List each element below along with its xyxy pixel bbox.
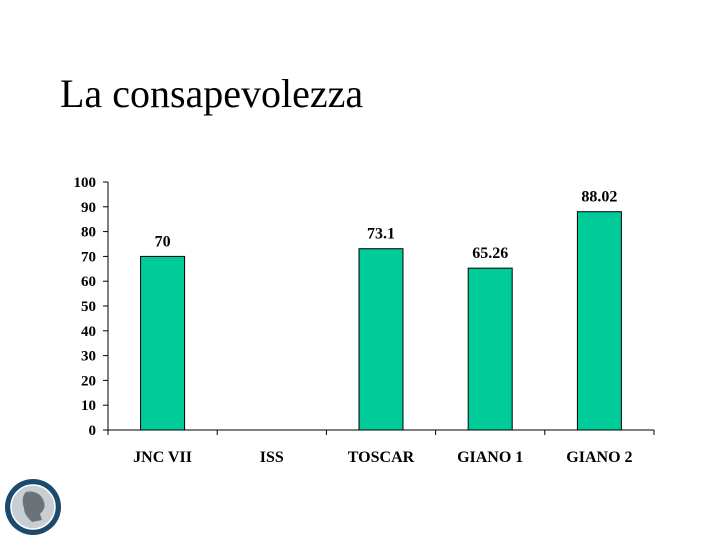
x-axis: JNC VII ISS TOSCAR GIANO 1 GIANO 2 <box>107 429 655 466</box>
y-axis: 0 10 20 30 40 50 60 70 80 90 100 <box>74 175 109 439</box>
y-tick-label: 90 <box>81 200 96 216</box>
x-category-label: ISS <box>260 449 284 466</box>
y-tick-label: 40 <box>81 324 96 340</box>
slide-title: La consapevolezza <box>60 71 364 116</box>
value-labels: 70 73.1 65.26 88.02 <box>155 189 618 262</box>
logo-profile <box>22 491 45 522</box>
data-label: 73.1 <box>367 226 395 243</box>
bars <box>140 211 622 431</box>
y-tick-label: 30 <box>81 349 96 365</box>
data-label: 70 <box>155 233 171 250</box>
data-label: 65.26 <box>472 245 508 262</box>
y-tick-label: 60 <box>81 274 96 290</box>
x-category-label: GIANO 2 <box>566 449 632 466</box>
x-category-label: GIANO 1 <box>457 449 523 466</box>
y-tick-label: 50 <box>81 299 96 315</box>
y-tick-label: 70 <box>81 249 96 265</box>
y-tick-label: 80 <box>81 225 96 241</box>
y-tick-label: 100 <box>74 175 97 191</box>
bar <box>358 248 404 431</box>
data-label: 88.02 <box>581 189 617 206</box>
y-tick-label: 10 <box>81 398 96 414</box>
coin-profile-logo-icon <box>5 479 61 535</box>
bar <box>140 255 186 431</box>
bar <box>467 267 513 431</box>
x-category-label: TOSCAR <box>348 449 415 466</box>
y-tick-label: 20 <box>81 373 96 389</box>
y-tick-label: 0 <box>89 423 97 439</box>
bar <box>576 211 622 431</box>
x-category-label: JNC VII <box>133 449 192 466</box>
